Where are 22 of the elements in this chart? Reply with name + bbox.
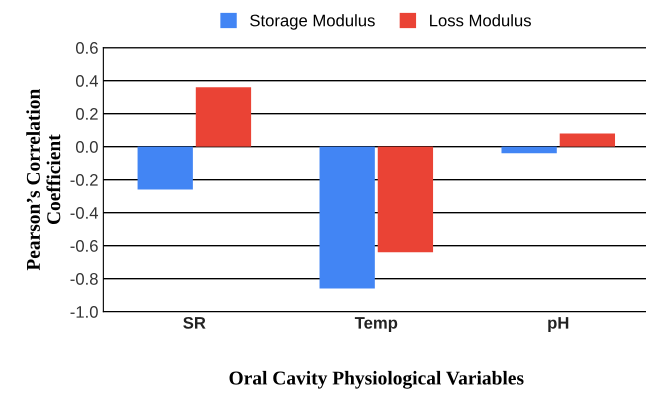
bar — [560, 133, 616, 147]
y-tick-label: 0.4 — [76, 75, 98, 87]
x-tick-label: SR — [183, 316, 206, 329]
x-tick-label: pH — [548, 317, 568, 332]
y-tick-label: 0.2 — [76, 108, 98, 120]
y-tick-label: -0.8 — [70, 273, 98, 285]
bar — [138, 146, 193, 190]
y-tick-label: -0.4 — [70, 207, 98, 219]
y-tick-label: 0.0 — [76, 141, 98, 153]
y-tick-label: -1.0 — [70, 306, 98, 318]
y-tick-label: -0.2 — [70, 174, 98, 186]
y-tick-label: 0.6 — [76, 42, 98, 54]
y-axis-title: Pearson’s Correlation Coefficient — [26, 88, 60, 270]
bar — [196, 87, 252, 147]
bar — [501, 146, 557, 154]
bar — [320, 146, 375, 289]
x-axis-title: Oral Cavity Physiological Variables — [230, 370, 524, 389]
bar — [378, 146, 434, 252]
legend-label: Loss Modulus — [430, 14, 531, 26]
y-tick-label: -0.6 — [70, 240, 98, 252]
legend-label: Storage Modulus — [250, 14, 375, 30]
x-tick-label: Temp — [354, 317, 398, 332]
